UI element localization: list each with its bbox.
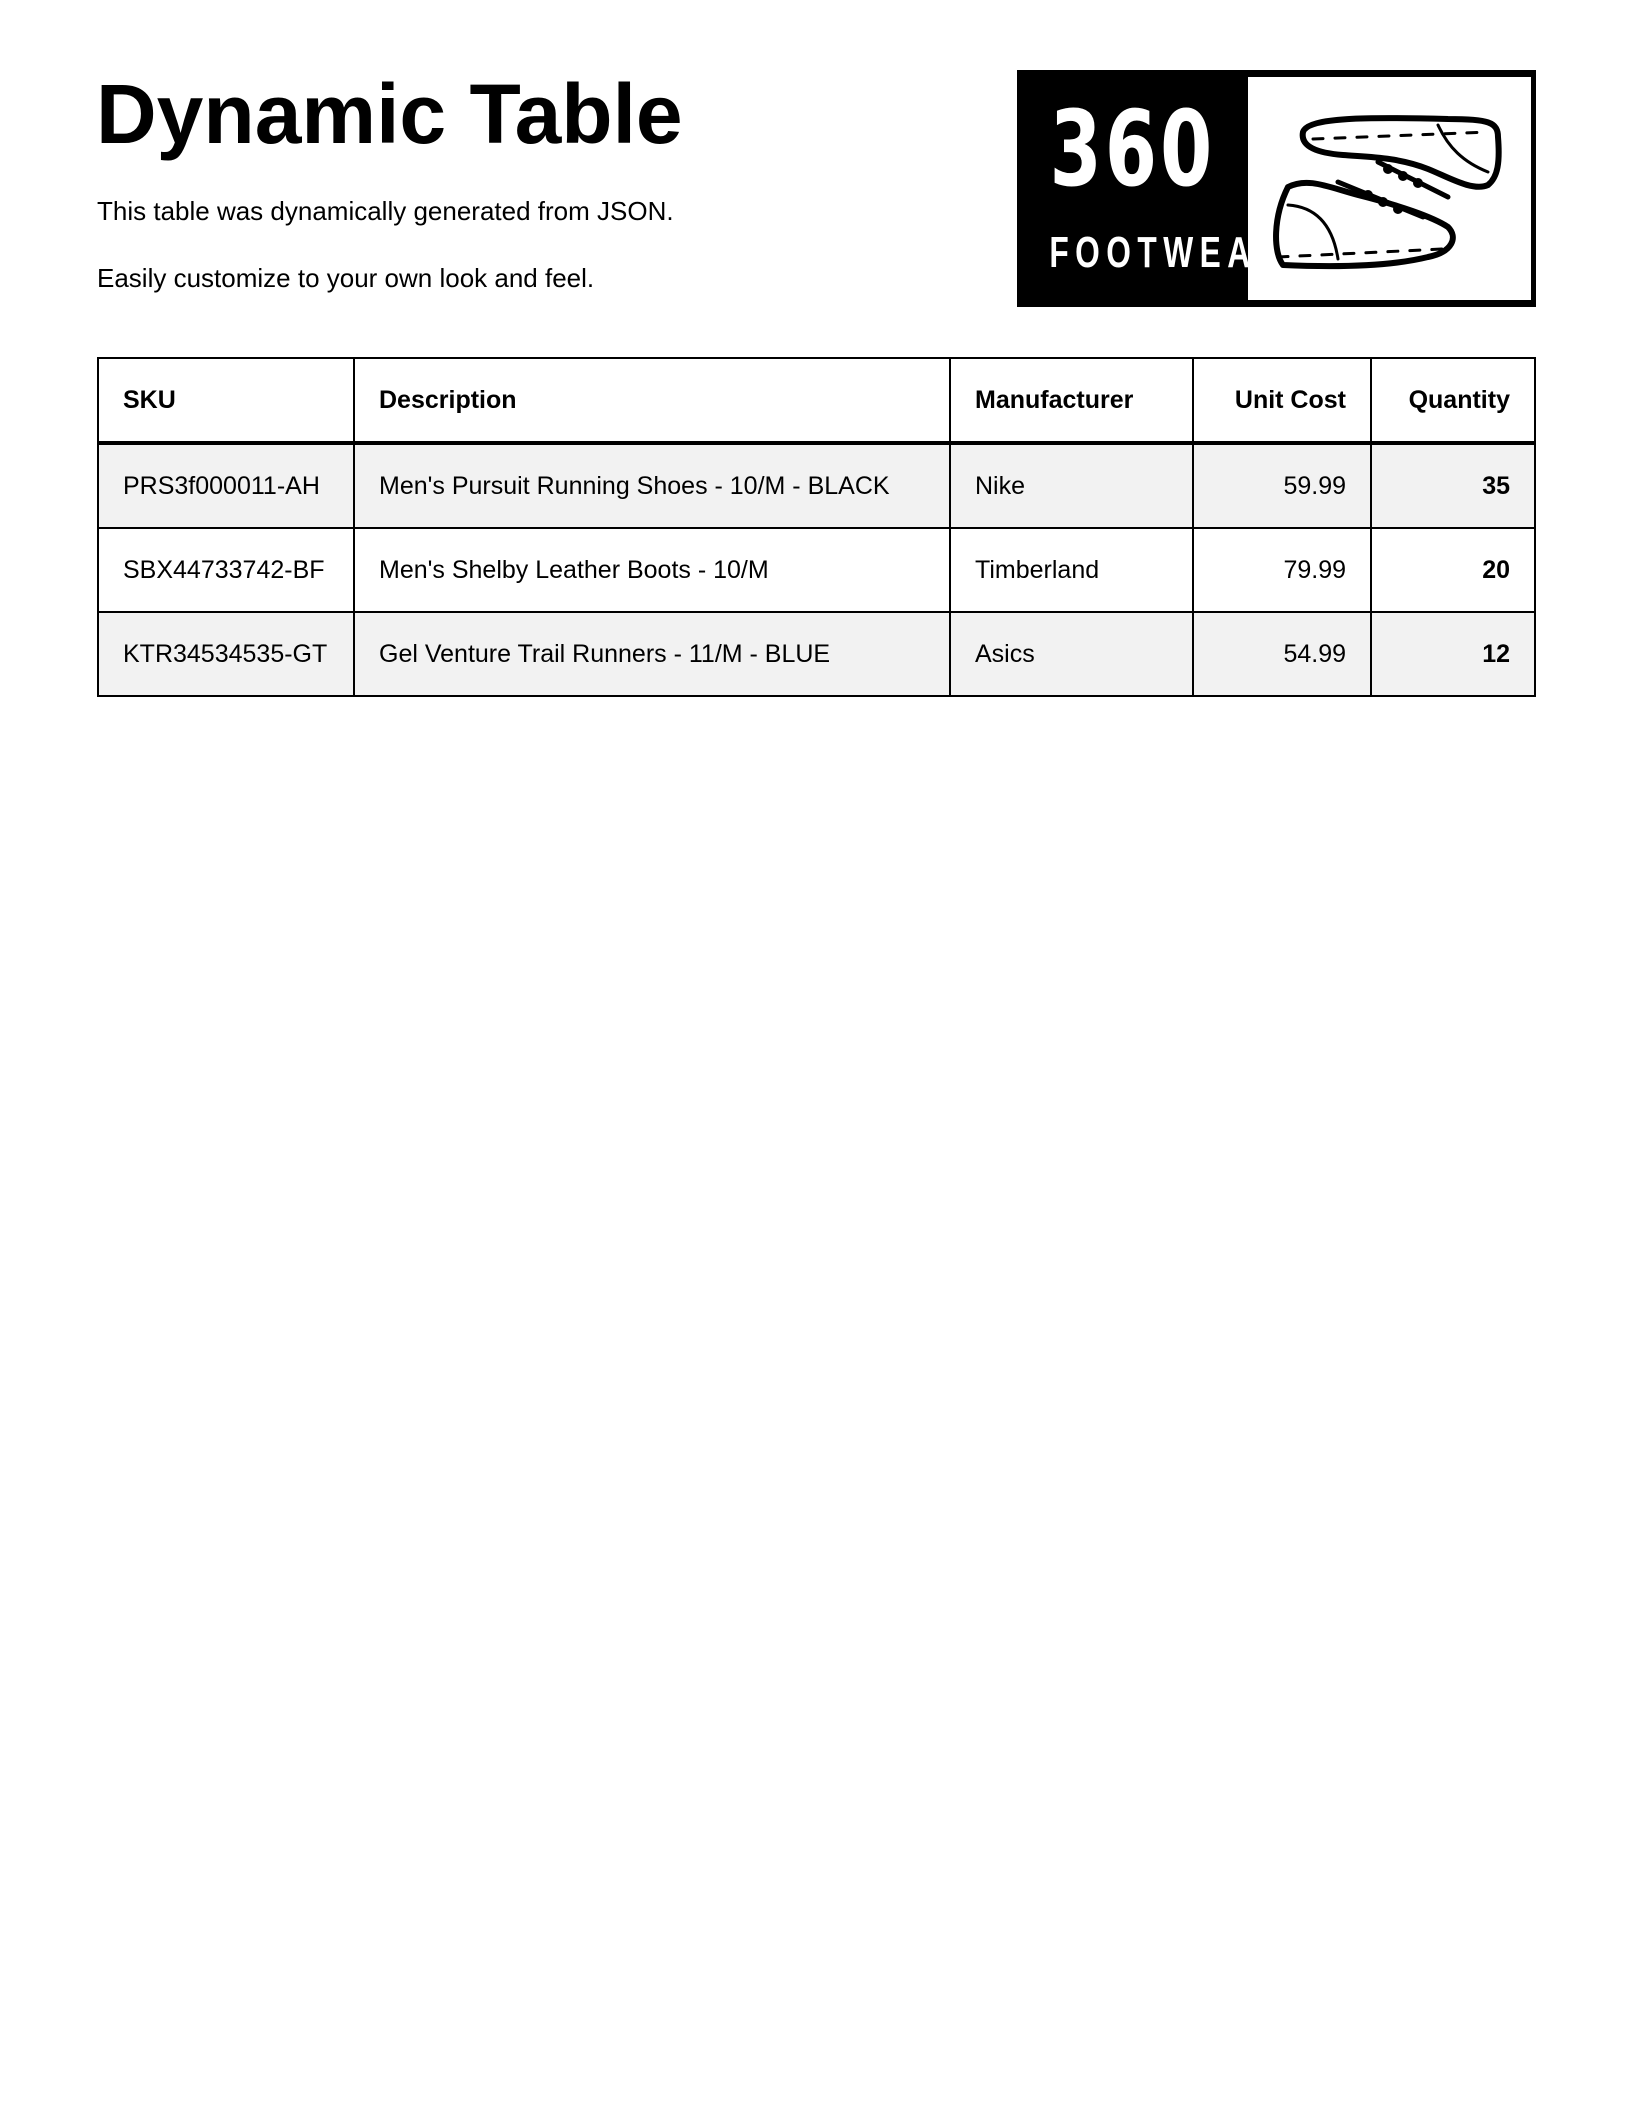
column-header-sku: SKU xyxy=(97,357,355,445)
cell-quantity: 12 xyxy=(1370,611,1536,697)
inventory-table: SKU Description Manufacturer Unit Cost Q… xyxy=(97,357,1536,697)
sneakers-icon xyxy=(1273,115,1502,270)
logo-word: FOOTWEAR xyxy=(1049,228,1286,277)
column-header-manufacturer: Manufacturer xyxy=(949,357,1194,445)
cell-sku: SBX44733742-BF xyxy=(97,527,355,613)
cell-quantity: 35 xyxy=(1370,442,1536,529)
column-header-description: Description xyxy=(353,357,951,445)
cell-quantity: 20 xyxy=(1370,527,1536,613)
cell-sku: KTR34534535-GT xyxy=(97,611,355,697)
cell-manufacturer: Asics xyxy=(949,611,1194,697)
intro-line-2: Easily customize to your own look and fe… xyxy=(97,263,595,293)
table-row: PRS3f000011-AH Men's Pursuit Running Sho… xyxy=(97,442,1536,529)
cell-unit-cost: 54.99 xyxy=(1192,611,1372,697)
table-row: KTR34534535-GT Gel Venture Trail Runners… xyxy=(97,611,1536,697)
intro-line-1: This table was dynamically generated fro… xyxy=(97,196,674,226)
cell-description: Men's Pursuit Running Shoes - 10/M - BLA… xyxy=(353,442,951,529)
table-header-row: SKU Description Manufacturer Unit Cost Q… xyxy=(97,357,1536,445)
logo-number: 360 xyxy=(1049,88,1216,210)
cell-unit-cost: 59.99 xyxy=(1192,442,1372,529)
cell-description: Gel Venture Trail Runners - 11/M - BLUE xyxy=(353,611,951,697)
cell-description: Men's Shelby Leather Boots - 10/M xyxy=(353,527,951,613)
table-row: SBX44733742-BF Men's Shelby Leather Boot… xyxy=(97,527,1536,613)
column-header-quantity: Quantity xyxy=(1370,357,1536,445)
cell-unit-cost: 79.99 xyxy=(1192,527,1372,613)
cell-manufacturer: Nike xyxy=(949,442,1194,529)
page-title: Dynamic Table xyxy=(96,67,683,161)
column-header-unit-cost: Unit Cost xyxy=(1192,357,1372,445)
cell-sku: PRS3f000011-AH xyxy=(97,442,355,529)
logo-360-footwear: 360 FOOTWEAR xyxy=(1017,70,1536,307)
cell-manufacturer: Timberland xyxy=(949,527,1194,613)
